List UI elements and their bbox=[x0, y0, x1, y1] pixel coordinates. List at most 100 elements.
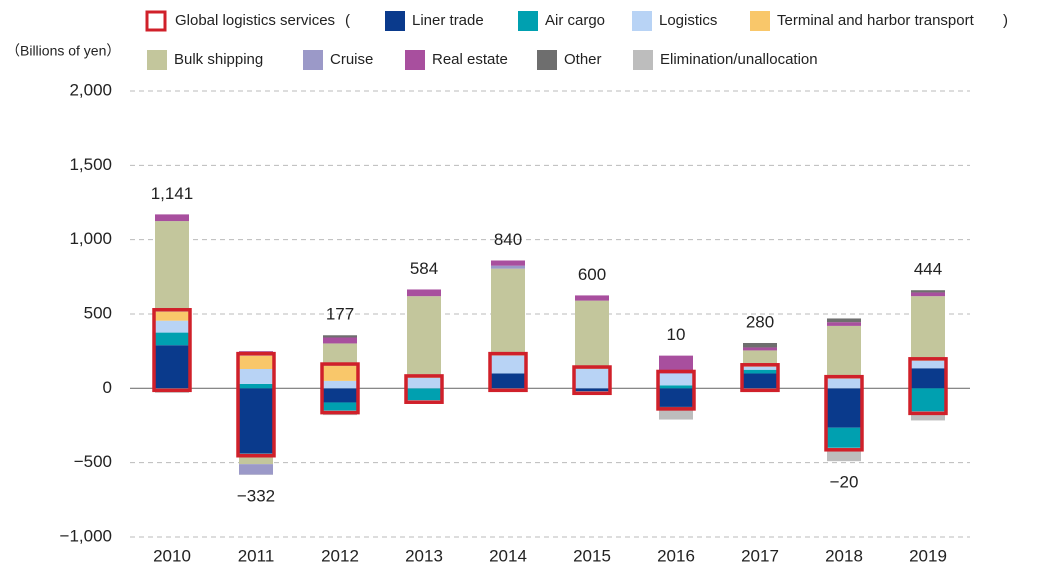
legend-group-swatch bbox=[145, 10, 167, 32]
bar-segment bbox=[827, 388, 861, 428]
bar-segment bbox=[155, 320, 189, 333]
total-label: 600 bbox=[578, 265, 606, 284]
bar-segment bbox=[911, 411, 945, 421]
bar-segment bbox=[239, 464, 273, 475]
bar-segment bbox=[491, 373, 525, 389]
bar-segment bbox=[743, 373, 777, 389]
bar-segment bbox=[323, 343, 357, 367]
bar-segment bbox=[155, 332, 189, 346]
legend-swatch bbox=[518, 11, 538, 31]
bar-segment bbox=[575, 300, 609, 370]
x-tick-label: 2011 bbox=[238, 546, 275, 565]
bar-segment bbox=[239, 453, 273, 465]
bar-segment bbox=[743, 350, 777, 367]
bar-segment bbox=[239, 388, 273, 454]
x-tick-label: 2015 bbox=[573, 546, 611, 565]
bar-segment bbox=[659, 355, 693, 374]
legend-label: Terminal and harbor transport bbox=[777, 12, 975, 29]
legend-label: Liner trade bbox=[412, 12, 484, 29]
legend-label: Air cargo bbox=[545, 12, 605, 29]
bar-segment bbox=[911, 368, 945, 389]
legend-swatch bbox=[385, 11, 405, 31]
group-outline bbox=[404, 374, 444, 404]
bar-segment bbox=[827, 325, 861, 379]
bar-segment bbox=[659, 388, 693, 407]
legend-label: Real estate bbox=[432, 51, 508, 68]
bar-segment bbox=[323, 380, 357, 389]
bar-segment bbox=[323, 388, 357, 403]
bar-segment bbox=[323, 335, 357, 338]
x-tick-label: 2017 bbox=[741, 546, 779, 565]
group-outline bbox=[572, 365, 612, 396]
group-outline bbox=[488, 351, 528, 393]
bar-segment bbox=[323, 337, 357, 344]
bar-segment bbox=[743, 347, 777, 351]
legend-label: Other bbox=[564, 51, 602, 68]
total-label: −20 bbox=[830, 473, 859, 492]
bar-segment bbox=[827, 322, 861, 326]
x-tick-label: 2013 bbox=[405, 546, 443, 565]
bar-segment bbox=[491, 355, 525, 374]
total-label: 10 bbox=[667, 325, 686, 344]
y-tick-label: 1,500 bbox=[69, 155, 112, 174]
group-outline bbox=[236, 351, 276, 458]
bar-segment bbox=[743, 369, 777, 374]
total-label: 280 bbox=[746, 312, 774, 331]
x-tick-label: 2016 bbox=[657, 546, 695, 565]
bar-segment bbox=[323, 402, 357, 411]
group-outline bbox=[824, 374, 864, 452]
y-tick-label: 1,000 bbox=[69, 229, 112, 248]
bar-segment bbox=[491, 268, 525, 356]
legend-paren: ( bbox=[345, 12, 350, 29]
bar-segment bbox=[743, 342, 777, 348]
x-tick-label: 2019 bbox=[909, 546, 947, 565]
legend-swatch bbox=[147, 50, 167, 70]
group-outline bbox=[320, 362, 360, 415]
total-label: 177 bbox=[326, 305, 354, 324]
bar-segment bbox=[407, 388, 441, 401]
total-label: 1,141 bbox=[151, 184, 194, 203]
bar-segment bbox=[155, 214, 189, 222]
bar-segment bbox=[239, 355, 273, 370]
bar-segment bbox=[659, 373, 693, 386]
bar-segment bbox=[575, 369, 609, 389]
legend-group-label: Global logistics services bbox=[175, 12, 335, 29]
legend-swatch bbox=[303, 50, 323, 70]
bar-segment bbox=[155, 345, 189, 389]
bar-segment bbox=[407, 377, 441, 389]
group-outline bbox=[152, 308, 192, 393]
legend-swatch bbox=[405, 50, 425, 70]
x-tick-label: 2014 bbox=[489, 546, 527, 565]
y-axis-label: （Billions of yen） bbox=[6, 43, 120, 59]
bar-segment bbox=[491, 260, 525, 266]
group-outline bbox=[740, 363, 780, 393]
legend-swatch bbox=[750, 11, 770, 31]
legend-label: Bulk shipping bbox=[174, 51, 263, 68]
bar-segment bbox=[407, 289, 441, 297]
bar-segment bbox=[743, 366, 777, 370]
total-label: 840 bbox=[494, 230, 522, 249]
bar-segment bbox=[491, 265, 525, 269]
bar-segment bbox=[827, 318, 861, 323]
group-outline bbox=[656, 369, 696, 411]
y-tick-label: −500 bbox=[74, 452, 112, 471]
y-tick-label: −1,000 bbox=[60, 526, 112, 545]
bar-segment bbox=[239, 383, 273, 389]
legend-label: Elimination/unallocation bbox=[660, 51, 818, 68]
legend-paren: ) bbox=[1003, 12, 1008, 29]
legend-swatch bbox=[633, 50, 653, 70]
y-tick-label: 2,000 bbox=[69, 80, 112, 99]
y-tick-label: 0 bbox=[103, 378, 112, 397]
bar-segment bbox=[659, 409, 693, 420]
bar-segment bbox=[911, 292, 945, 297]
bar-segment bbox=[827, 427, 861, 448]
bar-segment bbox=[575, 295, 609, 301]
legend-label: Cruise bbox=[330, 51, 373, 68]
group-outline bbox=[908, 357, 948, 416]
x-tick-label: 2018 bbox=[825, 546, 863, 565]
bar-segment bbox=[659, 385, 693, 389]
bar-segment bbox=[407, 296, 441, 378]
legend-swatch bbox=[537, 50, 557, 70]
x-tick-label: 2012 bbox=[321, 546, 359, 565]
